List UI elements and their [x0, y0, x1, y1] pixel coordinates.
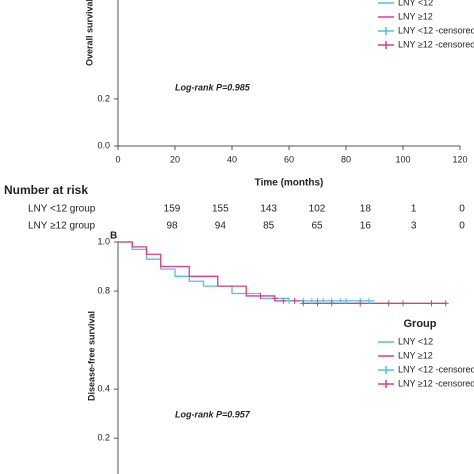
survival-curve — [118, 241, 446, 304]
x-tick-label: 20 — [170, 154, 180, 164]
annotation: Log-rank P=0.957 — [175, 409, 251, 419]
x-tick-label: 80 — [341, 154, 351, 164]
legend-label: LNY <12 — [398, 336, 433, 346]
panel-label: B — [110, 231, 117, 242]
y-tick-label: 0.0 — [97, 140, 110, 150]
censor-mark — [400, 300, 406, 307]
censor-mark — [442, 300, 449, 307]
risk-table-title: Number at risk — [4, 183, 88, 197]
annotation: Log-rank P=0.985 — [175, 82, 251, 92]
censor-mark — [320, 297, 327, 304]
risk-row-label: LNY <12 group — [28, 204, 96, 215]
x-tick-label: 40 — [227, 154, 237, 164]
risk-count: 98 — [166, 221, 178, 232]
x-axis-title: Time (months) — [255, 178, 324, 189]
risk-count: 143 — [260, 204, 277, 215]
legend-title: Group — [404, 318, 437, 330]
legend-label: LNY ≥12 — [398, 11, 433, 21]
censor-mark — [271, 295, 278, 302]
risk-count: 3 — [411, 221, 417, 232]
y-tick-label: 0.2 — [97, 93, 110, 103]
y-tick-label: 0.2 — [97, 433, 110, 443]
censor-mark — [428, 300, 435, 307]
censor-mark — [328, 300, 335, 307]
x-tick-label: 120 — [452, 154, 467, 164]
risk-count: 155 — [212, 204, 229, 215]
risk-count: 94 — [215, 221, 227, 232]
censor-mark — [385, 300, 392, 307]
legend-label: LNY <12 -censored — [398, 364, 474, 374]
censor-mark — [357, 300, 364, 307]
risk-count: 1 — [411, 204, 417, 215]
censor-mark — [314, 300, 321, 307]
legend-label: LNY <12 -censored — [398, 25, 474, 35]
risk-count: 18 — [360, 204, 372, 215]
legend-label: LNY ≥12 -censored — [398, 378, 474, 388]
risk-count: 0 — [459, 221, 465, 232]
legend-label: LNY ≥12 -censored — [398, 39, 474, 49]
risk-count: 102 — [309, 204, 326, 215]
y-tick-label: 0.8 — [97, 285, 110, 295]
censor-mark — [300, 300, 307, 307]
censor-mark — [343, 297, 349, 304]
y-tick-label: 0.4 — [97, 384, 110, 394]
censor-mark — [286, 297, 292, 304]
x-tick-label: 100 — [395, 154, 410, 164]
censor-mark — [291, 297, 298, 304]
censor-mark — [308, 297, 315, 304]
y-tick-label: 1.0 — [97, 236, 110, 246]
risk-count: 159 — [164, 204, 181, 215]
x-tick-label: 60 — [284, 154, 294, 164]
censor-mark — [280, 297, 287, 304]
risk-count: 85 — [263, 221, 275, 232]
risk-count: 65 — [311, 221, 323, 232]
y-axis-title: Disease-free survival — [86, 311, 96, 401]
risk-row-label: LNY ≥12 group — [28, 221, 95, 232]
legend-label: LNY ≥12 — [398, 350, 433, 360]
censor-mark — [257, 292, 264, 299]
censor-mark — [337, 297, 344, 304]
risk-count: 16 — [360, 221, 372, 232]
y-axis-title: Overall survival — [84, 0, 94, 66]
legend-label: LNY <12 — [398, 0, 433, 7]
risk-count: 0 — [459, 204, 465, 215]
x-tick-label: 0 — [115, 154, 120, 164]
censor-mark — [365, 297, 372, 304]
